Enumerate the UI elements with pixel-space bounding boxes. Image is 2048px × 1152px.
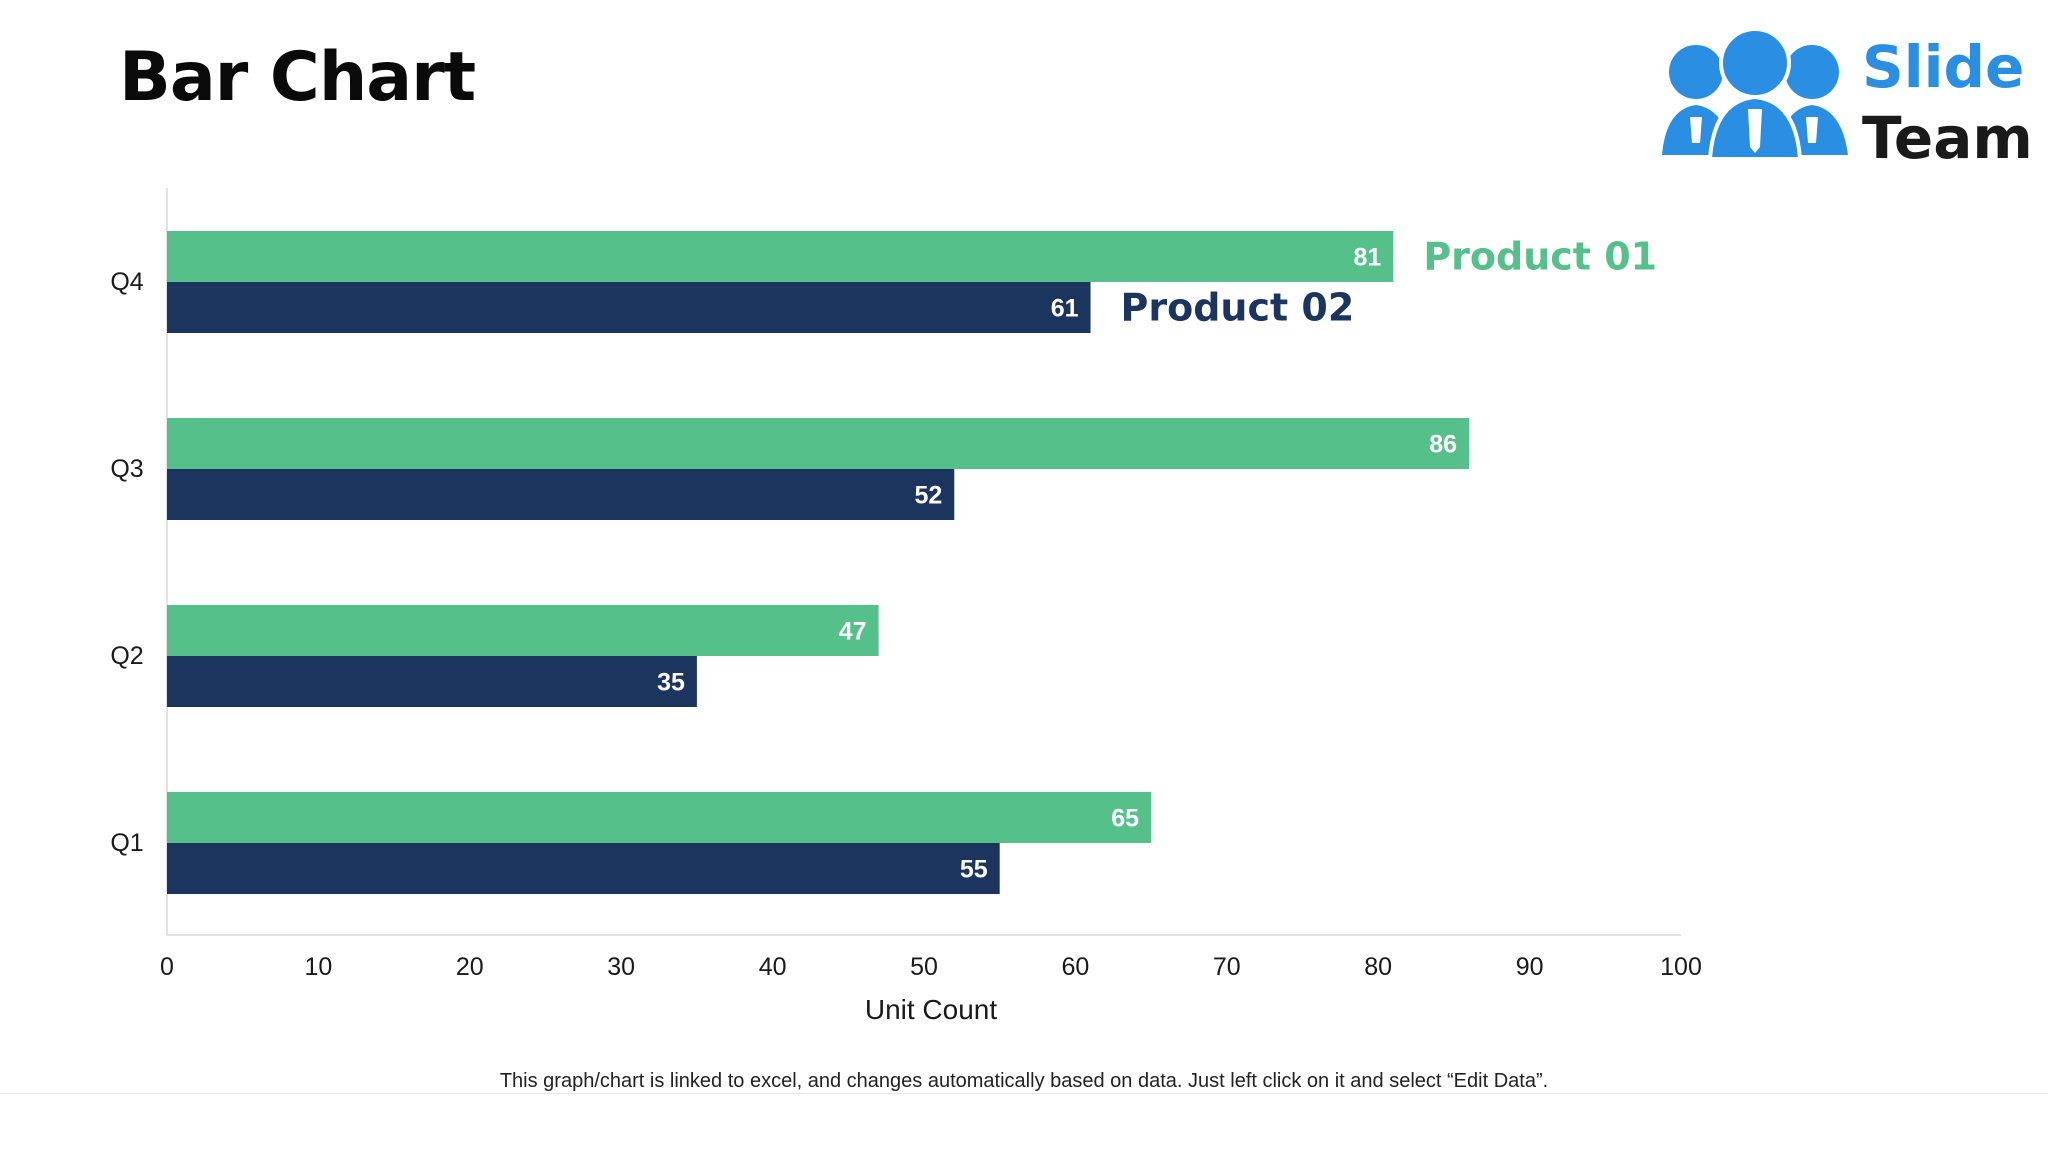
- legend-label: Product 02: [1121, 286, 1355, 330]
- footer-note: This graph/chart is linked to excel, and…: [499, 1070, 1549, 1092]
- bar-product-02: [167, 843, 1000, 894]
- bar-product-01: [167, 418, 1470, 469]
- x-axis-title: Unit Count: [865, 994, 998, 1025]
- footer-divider: [0, 1093, 2048, 1094]
- logo-text-slide: Slide: [1862, 33, 2025, 101]
- y-category-label: Q2: [110, 642, 143, 670]
- data-label: 65: [1111, 805, 1139, 833]
- x-tick-label: 100: [1660, 953, 1702, 981]
- y-category-label: Q4: [110, 268, 143, 296]
- y-category-label: Q3: [110, 455, 143, 483]
- x-tick-label: 30: [607, 953, 635, 981]
- x-tick-label: 20: [456, 953, 484, 981]
- x-tick-label: 70: [1213, 953, 1241, 981]
- data-label: 86: [1429, 431, 1457, 459]
- slideteam-logo: Slide Team: [1660, 25, 2033, 175]
- data-label: 61: [1051, 295, 1079, 323]
- data-label: 81: [1354, 244, 1382, 272]
- x-tick-label: 50: [910, 953, 938, 981]
- x-tick-label: 10: [304, 953, 332, 981]
- bar-product-02: [167, 656, 697, 707]
- x-tick-label: 60: [1061, 953, 1089, 981]
- x-tick-label: 0: [160, 953, 174, 981]
- y-category-label: Q1: [110, 829, 143, 857]
- legend-label: Product 01: [1423, 235, 1657, 279]
- bar-product-01: [167, 231, 1394, 282]
- bar-product-01: [167, 605, 879, 656]
- bar-product-01: [167, 792, 1152, 843]
- data-label: 52: [914, 482, 942, 510]
- x-tick-label: 40: [759, 953, 787, 981]
- bar-product-02: [167, 469, 955, 520]
- data-label: 55: [960, 856, 988, 884]
- x-tick-label: 90: [1516, 953, 1544, 981]
- logo-text-team: Team: [1862, 104, 2033, 172]
- page-title: Bar Chart: [119, 38, 476, 117]
- data-label: 47: [839, 618, 867, 646]
- people-group-icon: [1662, 27, 1848, 161]
- x-tick-label: 80: [1364, 953, 1392, 981]
- data-label: 35: [657, 669, 685, 697]
- bar-product-02: [167, 282, 1091, 333]
